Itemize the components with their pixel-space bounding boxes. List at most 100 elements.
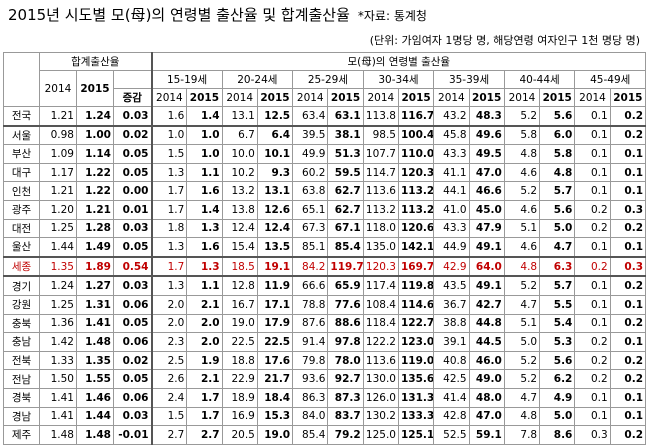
cell: 0.2 (574, 199, 611, 220)
cell: 4.9 (539, 387, 576, 408)
cell: 1.41 (39, 406, 77, 427)
cell: 62.7 (327, 199, 364, 220)
cell: 18.4 (256, 387, 294, 408)
cell: 1.41 (76, 313, 114, 334)
cell: 0.02 (113, 350, 153, 371)
cell: 1.3 (150, 237, 188, 258)
cell: 85.4 (327, 237, 364, 258)
cell: 1.42 (39, 332, 77, 352)
cell: 1.0 (150, 124, 188, 146)
cell: 113.8 (362, 105, 399, 127)
cell: 12.4 (256, 218, 294, 239)
cell: 93.6 (292, 369, 329, 389)
cell: 0.2 (609, 425, 647, 445)
cell: 5.1 (503, 313, 541, 334)
cell: 0.05 (113, 144, 153, 164)
cell: 1.48 (76, 425, 114, 445)
region: 경북 (3, 387, 40, 408)
year-header: 2014 (574, 88, 611, 107)
cell: 65.9 (327, 275, 364, 296)
cell: 117.4 (362, 275, 399, 296)
cell: 84.2 (292, 255, 329, 277)
cell: 5.6 (539, 350, 576, 371)
cell: 13.2 (221, 181, 258, 201)
cell: 2.7 (186, 425, 223, 445)
header-row: 합계출산율 모(母)의 연령별 출산율 (3, 52, 647, 107)
cell: 78.8 (292, 294, 329, 315)
cell: 46.0 (468, 350, 505, 371)
cell: 0.3 (609, 199, 647, 220)
cell: 5.6 (539, 199, 576, 220)
data-row: 전남 1.50 1.55 0.05 2.6 2.1 22.9 21.7 93.6 92.7 130.… (3, 369, 647, 389)
cell: 2.3 (150, 332, 188, 352)
year-header: 2015 (539, 88, 576, 107)
cell: 1.35 (76, 350, 114, 371)
region: 전남 (3, 369, 40, 389)
cell: 8.6 (539, 425, 576, 445)
cell: 0.2 (574, 369, 611, 389)
cell: 0.1 (609, 332, 647, 352)
cell: 10.1 (256, 144, 294, 164)
cell: 1.25 (39, 294, 77, 315)
cell: 120.3 (362, 255, 399, 277)
cell: 22.9 (221, 369, 258, 389)
cell: 125.1 (397, 425, 435, 445)
cell: 1.24 (39, 275, 77, 296)
cell: 113.2 (397, 199, 435, 220)
cell: 1.0 (186, 144, 223, 164)
cell: 100.4 (397, 124, 435, 146)
cell: 1.5 (150, 144, 188, 164)
cell: 0.1 (609, 406, 647, 427)
cell: 133.3 (397, 406, 435, 427)
cell: 17.9 (256, 313, 294, 334)
cell: 5.2 (503, 105, 541, 127)
cell: 0.1 (574, 162, 611, 183)
region: 충북 (3, 313, 40, 334)
cell: 49.5 (468, 144, 505, 164)
cell: 43.5 (433, 275, 470, 296)
cell: 135.0 (362, 237, 399, 258)
cell: 1.09 (39, 144, 77, 164)
cell: 11.9 (256, 275, 294, 296)
cell: 4.7 (503, 387, 541, 408)
cell: 36.7 (433, 294, 470, 315)
header-row: 증감 2014 2015 2014 2015 2014 2015 2014 2015 2014 20… (4, 88, 647, 107)
region: 충남 (3, 332, 40, 352)
cell: 44.1 (433, 181, 470, 201)
cell: 0.05 (113, 237, 153, 258)
cell: 119.0 (397, 350, 435, 371)
change-header: 증감 (113, 88, 153, 107)
cell: 1.46 (76, 387, 114, 408)
cell: 0.01 (113, 199, 153, 220)
cell: 0.98 (39, 124, 77, 146)
year-header: 2015 (256, 88, 294, 107)
cell: 77.6 (327, 294, 364, 315)
cell: 2.6 (150, 369, 188, 389)
age-header: 25-29세 (292, 70, 364, 89)
cell: 79.2 (327, 425, 364, 445)
cell: 0.1 (609, 237, 647, 258)
cell: 0.1 (574, 313, 611, 334)
cell: 2.0 (150, 294, 188, 315)
cell: 1.21 (39, 181, 77, 201)
cell: 10.2 (221, 162, 258, 183)
cell: 16.7 (221, 294, 258, 315)
year-header: 2014 (150, 88, 188, 107)
data-row: 경북 1.41 1.46 0.06 2.4 1.7 18.9 18.4 86.3 87.3 126.… (3, 387, 647, 408)
cell: 4.8 (503, 255, 541, 277)
cell: 5.7 (539, 275, 576, 296)
region: 경남 (3, 406, 40, 427)
cell: 0.1 (609, 144, 647, 164)
cell: 113.2 (362, 199, 399, 220)
year-header: 2015 (397, 88, 435, 107)
cell: 42.7 (468, 294, 505, 315)
cell: 0.2 (574, 350, 611, 371)
cell: 12.4 (221, 218, 258, 239)
cell: 5.2 (503, 275, 541, 296)
cell: 118.4 (362, 313, 399, 334)
cell: 2.7 (150, 425, 188, 445)
cell: 0.06 (113, 387, 153, 408)
cell: 16.9 (221, 406, 258, 427)
cell: 0.06 (113, 332, 153, 352)
cell: 52.5 (433, 425, 470, 445)
